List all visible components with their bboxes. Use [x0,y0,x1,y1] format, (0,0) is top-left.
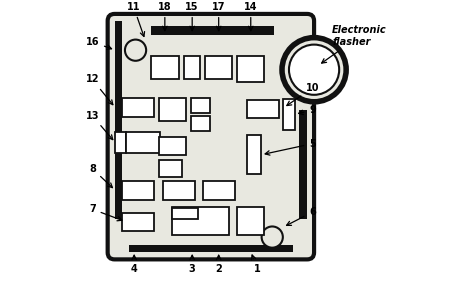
Bar [151,26,273,35]
Bar [299,110,307,219]
Bar [172,207,229,235]
Bar [185,56,200,80]
Bar [151,56,179,80]
Bar [115,132,126,153]
Bar [172,208,198,219]
Bar [114,21,122,219]
Bar [126,132,159,153]
Bar [129,244,293,252]
FancyBboxPatch shape [108,14,314,259]
Text: 14: 14 [244,2,257,31]
Text: 17: 17 [212,2,225,31]
Text: Electronic
flasher: Electronic flasher [322,26,387,63]
Text: 15: 15 [185,2,199,31]
Text: 6: 6 [287,207,316,225]
Text: 5: 5 [265,139,316,155]
Bar [163,181,195,200]
Bar [159,160,181,177]
Text: 8: 8 [89,164,112,188]
Bar [122,212,154,232]
Text: 13: 13 [86,111,113,140]
Text: 16: 16 [86,37,112,49]
Circle shape [289,45,339,95]
Text: 4: 4 [131,255,137,274]
Bar [247,135,261,174]
Text: 9: 9 [299,105,316,115]
Text: 18: 18 [158,2,172,31]
Circle shape [262,226,283,248]
Bar [205,56,232,80]
Circle shape [282,38,346,102]
Bar [159,137,186,155]
Text: 12: 12 [86,74,113,105]
Text: 11: 11 [127,2,145,37]
Bar [191,98,210,113]
Text: 10: 10 [287,83,319,106]
Circle shape [125,40,146,61]
Bar [191,116,210,131]
Bar [237,56,264,82]
Bar [247,99,279,118]
Text: 3: 3 [189,255,196,274]
Bar [237,207,264,235]
Bar [159,98,186,121]
Text: 7: 7 [89,204,122,221]
Bar [122,98,154,117]
Bar [122,181,154,200]
Bar [284,99,294,130]
Text: 2: 2 [215,255,222,274]
Text: 1: 1 [251,255,260,274]
Bar [203,181,235,200]
